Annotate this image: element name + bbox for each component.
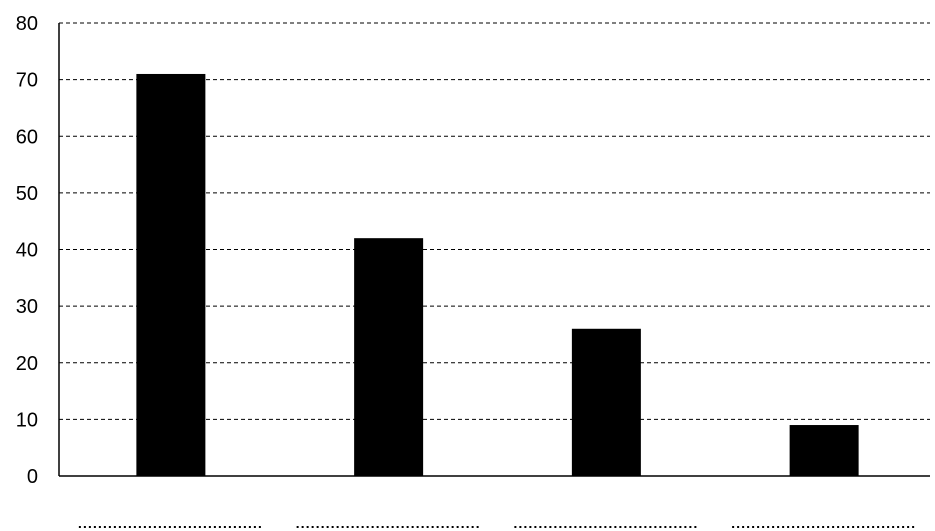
gridlines <box>59 22 930 420</box>
y-tick-label: 60 <box>16 126 38 148</box>
bar <box>136 73 206 477</box>
y-tick-label: 30 <box>16 296 38 318</box>
bar <box>354 238 424 476</box>
y-tick-labels: 0 10 20 30 40 50 60 70 80 <box>16 13 38 488</box>
y-tick-label: 0 <box>27 466 38 488</box>
bars <box>136 73 859 477</box>
axes <box>58 23 930 477</box>
y-tick-label: 20 <box>16 353 38 375</box>
y-tick-label: 50 <box>16 183 38 205</box>
y-tick-label: 80 <box>16 13 38 35</box>
y-tick-label: 40 <box>16 240 38 262</box>
bar <box>789 425 859 476</box>
y-tick-label: 10 <box>16 409 38 431</box>
bar <box>571 328 641 476</box>
y-tick-label: 70 <box>16 70 38 92</box>
